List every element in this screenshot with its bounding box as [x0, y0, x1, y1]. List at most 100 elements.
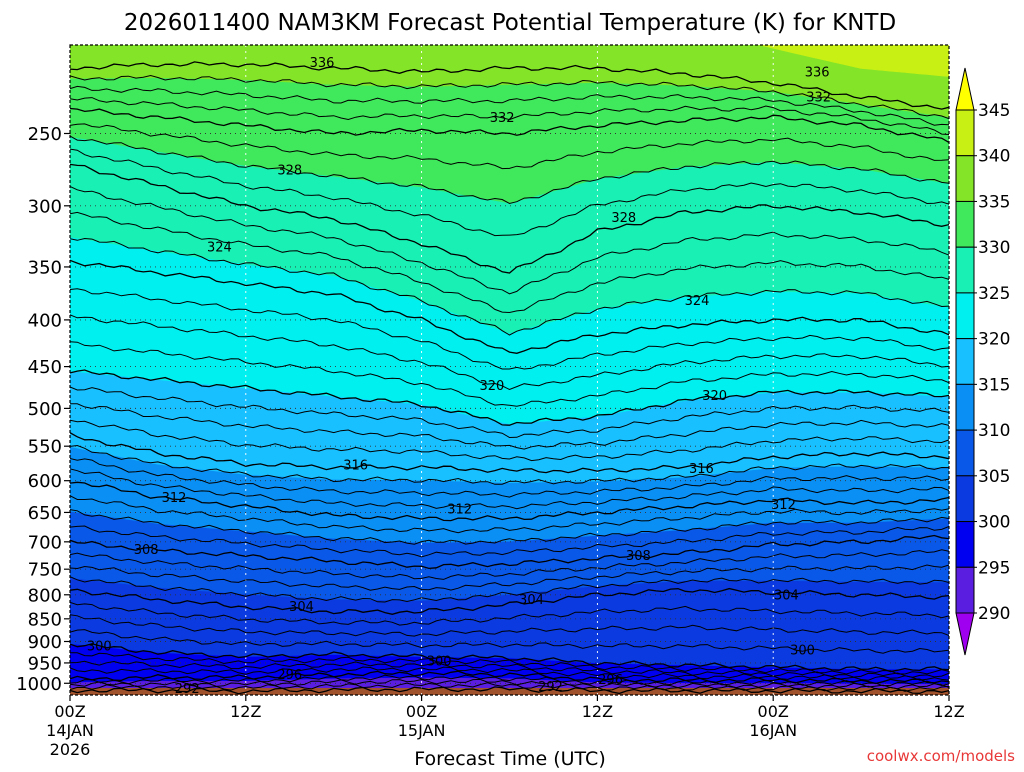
contour-label-text: 316 — [689, 462, 714, 477]
x-tick-label: 12Z — [582, 702, 613, 721]
isentrope-335 — [70, 74, 949, 120]
x-tick-label: 00Z — [758, 702, 789, 721]
contour-label-text: 292 — [175, 682, 200, 697]
colorbar-block-320 — [955, 292, 975, 340]
plot-frame — [69, 44, 950, 696]
colorbar-label: 330 — [978, 238, 1010, 258]
isentrope-312 — [70, 481, 949, 522]
contour-label-300: 300 — [790, 644, 815, 659]
band-340 — [758, 45, 949, 77]
contour-label-304: 304 — [774, 588, 799, 603]
isentrope-309 — [70, 525, 949, 558]
colorbar-label: 320 — [978, 330, 1010, 350]
y-tick-label: 550 — [28, 437, 62, 458]
y-tick-label: 500 — [28, 399, 62, 420]
grid-lines — [70, 45, 949, 695]
colorbar-label: 300 — [978, 513, 1010, 533]
colorbar-label: 295 — [978, 558, 1010, 578]
contour-labels: 336 336 332 332 328 328 324 324 320 320 316 316 312 3… — [87, 56, 831, 697]
contour-label-332: 332 — [490, 111, 515, 126]
isentrope-303 — [70, 601, 949, 626]
y-axis: 2503003504004505005506006507007508008509… — [16, 124, 70, 695]
contour-label-text: 300 — [427, 654, 452, 669]
isentrope-318 — [70, 403, 949, 450]
contour-label-text: 300 — [790, 644, 815, 659]
contour-label-text: 308 — [134, 543, 159, 558]
isentrope-332 — [70, 107, 949, 144]
contour-label-324: 324 — [207, 241, 232, 256]
contour-label-text: 328 — [611, 211, 636, 226]
colorbar-block-290 — [955, 566, 975, 614]
contour-label-296: 296 — [598, 673, 623, 688]
contour-label-336: 336 — [805, 65, 830, 80]
isentrope-308 — [70, 534, 949, 570]
isentrope-334 — [70, 85, 949, 126]
isentrope-315 — [70, 444, 949, 485]
colorbar-block-325 — [955, 246, 975, 294]
isentrope-310 — [70, 509, 949, 545]
contour-label-text: 316 — [343, 459, 368, 474]
x-tick-date: 14JAN — [46, 721, 94, 740]
isentrope-328 — [70, 163, 949, 274]
colorbar-label: 290 — [978, 604, 1010, 624]
contour-label-312: 312 — [447, 502, 472, 517]
contour-label-text: 296 — [598, 673, 623, 688]
isentrope-311 — [70, 495, 949, 534]
contour-label-308: 308 — [626, 549, 651, 564]
x-tick-year: 2026 — [50, 740, 91, 759]
colorbar-label: 335 — [978, 192, 1010, 212]
x-tick-label: 12Z — [230, 702, 261, 721]
y-tick-label: 800 — [28, 585, 62, 606]
isentrope-322 — [70, 314, 949, 391]
contour-label-324: 324 — [685, 294, 710, 309]
x-tick-date: 16JAN — [749, 721, 797, 740]
contour-label-text: 336 — [805, 65, 830, 80]
contour-label-text: 296 — [277, 668, 302, 683]
contour-label-text: 336 — [310, 56, 335, 71]
contour-label-292: 292 — [175, 682, 200, 697]
colorbar-block-300 — [955, 475, 975, 523]
isentrope-325 — [70, 237, 949, 336]
y-tick-label: 900 — [28, 632, 62, 653]
isentrope-294 — [70, 678, 949, 690]
colorbar-top-arrow — [955, 67, 975, 111]
isentrope-321 — [70, 341, 949, 407]
y-tick-label: 400 — [28, 310, 62, 331]
colorbar-label: 325 — [978, 284, 1010, 304]
contour-label-text: 312 — [162, 491, 187, 506]
contour-label-text: 332 — [806, 90, 831, 105]
contour-label-300: 300 — [87, 639, 112, 654]
contour-label-text: 308 — [626, 549, 651, 564]
colorbar-label: 345 — [978, 101, 1010, 121]
contour-label-text: 320 — [480, 379, 505, 394]
y-tick-label: 450 — [28, 357, 62, 378]
isentrope-327 — [70, 185, 949, 295]
colorbar-label: 315 — [978, 375, 1010, 395]
y-tick-label: 700 — [28, 532, 62, 553]
isentrope-330 — [70, 135, 949, 205]
contour-label-304: 304 — [519, 593, 544, 608]
contour-label-320: 320 — [702, 389, 727, 404]
isentrope-295 — [70, 674, 949, 687]
contour-label-320: 320 — [480, 379, 505, 394]
colorbar-block-295 — [955, 521, 975, 568]
isentrope-329 — [70, 148, 949, 237]
contour-label-text: 312 — [447, 502, 472, 517]
contour-label-300: 300 — [427, 654, 452, 669]
isentrope-324 — [70, 259, 949, 354]
y-tick-label: 950 — [28, 653, 62, 674]
isentrope-333 — [70, 97, 949, 135]
y-tick-label: 1000 — [16, 674, 62, 695]
y-tick-label: 750 — [28, 560, 62, 581]
colorbar-label: 310 — [978, 421, 1010, 441]
contour-label-336: 336 — [310, 56, 335, 71]
band-below-290 — [70, 696, 949, 714]
contour-label-text: 332 — [490, 111, 515, 126]
contour-label-312: 312 — [162, 491, 187, 506]
y-tick-label: 250 — [28, 124, 62, 145]
colorbar-label: 305 — [978, 467, 1010, 487]
ground-fill — [70, 688, 949, 695]
